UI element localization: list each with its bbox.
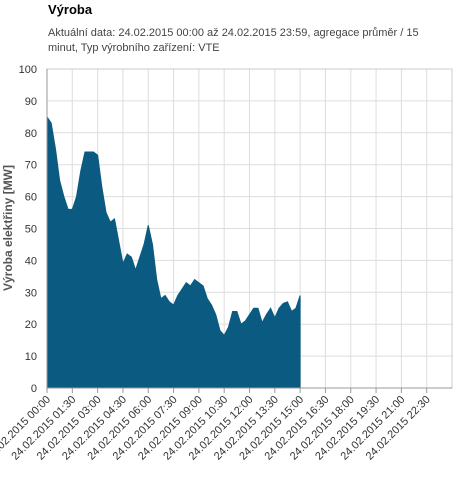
chart-title: Výroba [48, 2, 93, 17]
y-tick-label: 0 [31, 383, 37, 395]
y-tick-label: 70 [25, 160, 37, 172]
y-tick-label: 10 [25, 351, 37, 363]
y-tick-label: 90 [25, 96, 37, 108]
y-tick-label: 40 [25, 255, 37, 267]
y-tick-label: 80 [25, 128, 37, 140]
area [46, 115, 301, 389]
y-tick-label: 30 [25, 287, 37, 299]
y-tick-label: 100 [19, 64, 37, 76]
y-axis-label: Výroba elektřiny [MW] [1, 165, 15, 291]
chart-subtitle: Aktuální data: 24.02.2015 00:00 až 24.02… [48, 27, 419, 54]
y-tick-label: 20 [25, 319, 37, 331]
y-tick-label: 60 [25, 192, 37, 204]
y-tick-label: 50 [25, 224, 37, 236]
